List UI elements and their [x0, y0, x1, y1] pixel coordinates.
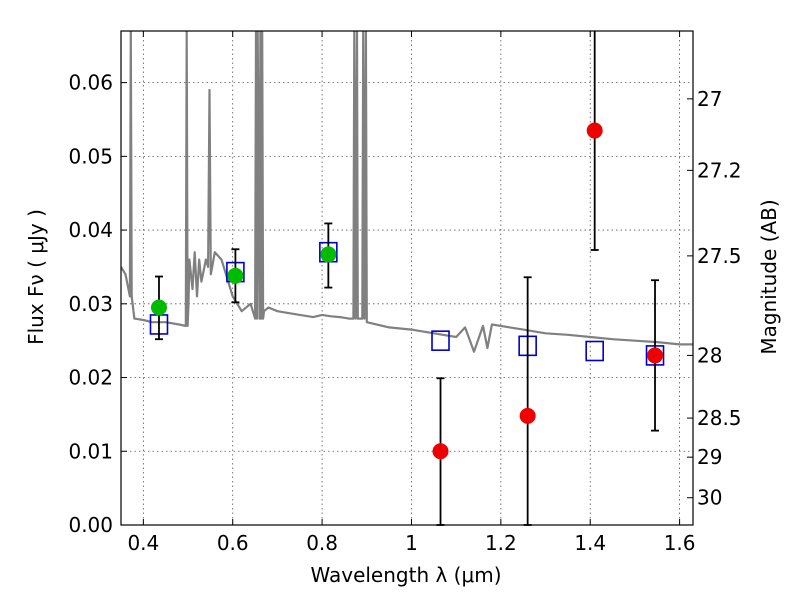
grid-lines: [121, 31, 693, 526]
observed-flux-point: [432, 443, 449, 460]
ticks-layer: 0.4 0.6 0.8 1 1.2 1.4 1.6 0.00 0.01 0.02 0.03 0.04 0…: [68, 31, 742, 555]
y-axis-title: Flux Fν ( μJy ): [24, 209, 48, 345]
y-tick-label: 0.04: [68, 218, 113, 242]
plot-frame: [120, 30, 694, 526]
observed-flux-point: [586, 122, 603, 139]
model-photometry-point: [585, 340, 604, 362]
y-tick-label: 0.02: [68, 366, 113, 390]
x-tick-label: 1.6: [664, 531, 696, 555]
x-tick-label: 0.8: [306, 531, 338, 555]
right-tick-label: 28.5: [697, 406, 742, 430]
y-tick-label: 0.00: [68, 513, 113, 537]
right-tick-label: 27.5: [697, 244, 742, 268]
points-layer: [149, 31, 665, 526]
observed-flux-point: [519, 407, 536, 424]
x-tick-label: 0.4: [127, 531, 159, 555]
right-axis-title: Magnitude (AB): [757, 199, 781, 354]
right-tick-label: 30: [697, 486, 722, 510]
right-tick-label: 29: [697, 445, 722, 469]
right-tick-label: 28: [697, 343, 722, 367]
observed-flux-point: [227, 267, 244, 284]
y-tick-label: 0.05: [68, 144, 113, 168]
right-tick-label: 27: [697, 87, 722, 111]
x-axis-title: Wavelength λ (μm): [310, 563, 501, 587]
y-tick-label: 0.03: [68, 292, 113, 316]
observed-flux-point: [320, 246, 337, 263]
spectrum-line: [121, 31, 693, 353]
model-photometry-point: [431, 330, 450, 351]
observed-flux-point: [150, 299, 167, 316]
x-tick-label: 1: [405, 531, 418, 555]
x-tick-label: 0.6: [217, 531, 249, 555]
y-tick-label: 0.01: [68, 439, 113, 463]
right-tick-label: 27.2: [697, 158, 742, 182]
x-tick-label: 1.4: [574, 531, 606, 555]
spectrum-layer: [121, 31, 693, 353]
x-tick-label: 1.2: [485, 531, 517, 555]
y-tick-label: 0.06: [68, 71, 113, 95]
observed-flux-point: [647, 347, 664, 364]
